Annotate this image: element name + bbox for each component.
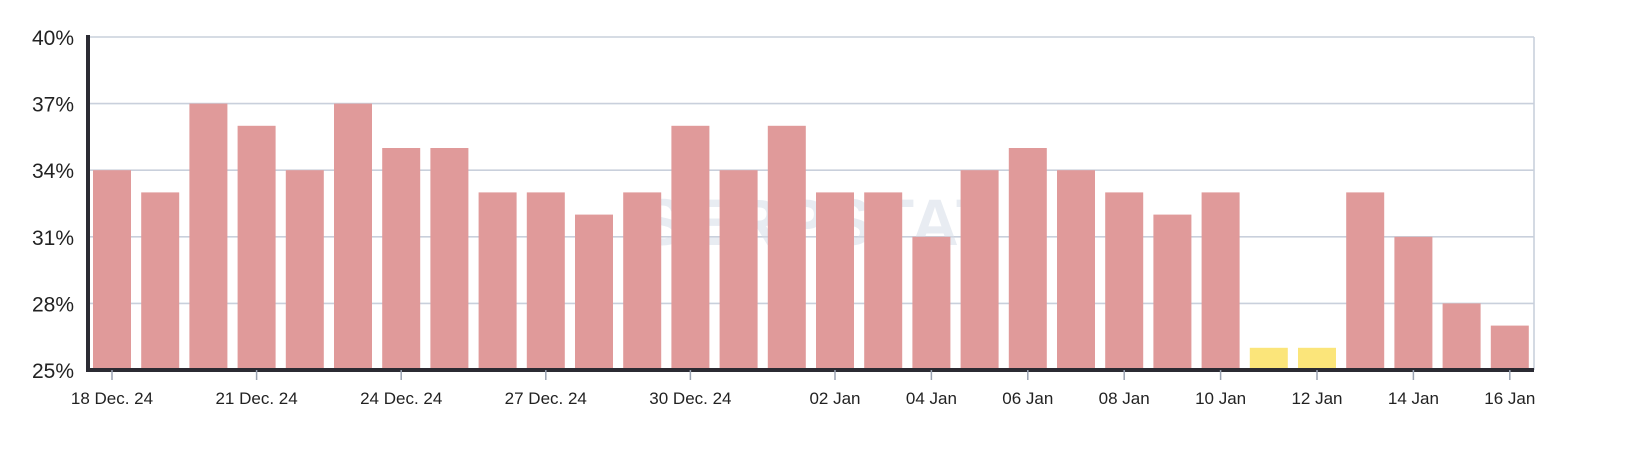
bar-2025-01-13[interactable] (1346, 192, 1385, 370)
bar-2024-12-21[interactable] (237, 125, 276, 370)
bar-2025-01-12[interactable] (1298, 347, 1336, 370)
y-tick-label: 25% (32, 360, 74, 383)
x-tick-label: 21 Dec. 24 (215, 389, 297, 408)
bar-2024-12-23[interactable] (334, 103, 372, 370)
bar-2025-01-07[interactable] (1057, 170, 1095, 370)
x-tick-label: 30 Dec. 24 (649, 389, 731, 408)
bar-2024-12-20[interactable] (189, 103, 228, 370)
x-tick-label: 04 Jan (906, 389, 957, 408)
x-axis-ticks: 18 Dec. 24 21 Dec. 24 24 Dec. 24 27 Dec. 24… (71, 370, 1535, 408)
y-tick-label: 31% (32, 227, 74, 250)
bar-2024-12-26[interactable] (478, 192, 517, 370)
bar-2025-01-11[interactable] (1249, 347, 1288, 370)
x-tick-label: 18 Dec. 24 (71, 389, 153, 408)
bar-2024-12-29[interactable] (623, 192, 662, 370)
y-tick-label: 34% (32, 160, 74, 183)
x-tick-label: 27 Dec. 24 (505, 389, 587, 408)
x-tick-label: 06 Jan (1002, 389, 1053, 408)
bar-2024-12-24[interactable] (382, 148, 421, 370)
bar-2025-01-01[interactable] (767, 125, 806, 370)
axes (86, 35, 1534, 372)
x-tick-label: 24 Dec. 24 (360, 389, 442, 408)
bar-2025-01-15[interactable] (1442, 303, 1481, 370)
bar-2025-01-04[interactable] (912, 236, 951, 370)
x-tick-label: 08 Jan (1099, 389, 1150, 408)
bar-2025-01-06[interactable] (1008, 148, 1047, 370)
bar-2025-01-03[interactable] (864, 192, 903, 370)
bar-2024-12-31[interactable] (719, 170, 758, 370)
y-tick-label: 37% (32, 94, 74, 117)
x-tick-label: 10 Jan (1195, 389, 1246, 408)
x-tick-label: 02 Jan (809, 389, 860, 408)
bar-2024-12-19[interactable] (141, 192, 180, 370)
y-axis-ticks: 25% 28% 31% 34% 37% 40% (32, 27, 74, 383)
bar-2025-01-16[interactable] (1490, 325, 1529, 370)
bar-2024-12-27[interactable] (526, 192, 565, 370)
x-tick-label: 12 Jan (1291, 389, 1342, 408)
bar-2025-01-14[interactable] (1394, 236, 1433, 370)
x-tick-label: 16 Jan (1484, 389, 1535, 408)
x-tick-label: 14 Jan (1388, 389, 1439, 408)
bar-2025-01-09[interactable] (1153, 214, 1192, 370)
bar-2025-01-08[interactable] (1105, 192, 1144, 370)
bar-2024-12-18[interactable] (93, 170, 131, 370)
y-tick-label: 40% (32, 27, 74, 50)
bar-2024-12-28[interactable] (575, 214, 613, 370)
bar-2024-12-25[interactable] (430, 148, 469, 370)
bar-2024-12-30[interactable] (671, 125, 710, 370)
bar-2025-01-10[interactable] (1201, 192, 1240, 370)
bar-2025-01-05[interactable] (960, 170, 999, 370)
y-tick-label: 28% (32, 293, 74, 316)
bar-2024-12-22[interactable] (285, 170, 324, 370)
bar-2025-01-02[interactable] (816, 192, 854, 370)
grid-lines (90, 36, 1535, 370)
bars (93, 103, 1529, 370)
